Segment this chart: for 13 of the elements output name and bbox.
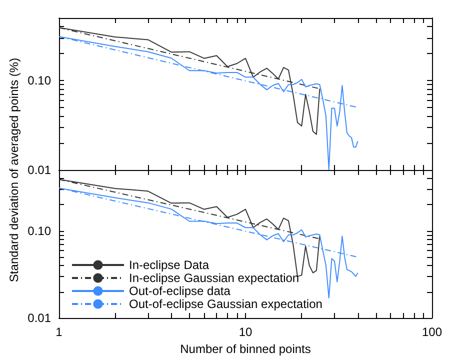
y-tick-label: 0.01 (28, 311, 52, 325)
legend-label: In-eclipse Gaussian expectation (129, 271, 300, 285)
legend-label: Out-of-eclipse Gaussian expectation (129, 297, 322, 311)
legend-label: In-eclipse Data (129, 258, 210, 272)
y-tick-label: 0.10 (28, 224, 52, 238)
legend-label: Out-of-eclipse data (129, 284, 231, 298)
y-tick-label: 0.01 (28, 163, 52, 177)
x-axis-title: Number of binned points (180, 342, 311, 356)
y-tick-label: 0.10 (28, 74, 52, 88)
x-tick-label: 1 (56, 325, 63, 339)
y-axis-title: Standard deviation of averaged points (%) (7, 58, 21, 282)
x-tick-label: 10 (238, 325, 252, 339)
x-tick-label: 100 (422, 325, 442, 339)
